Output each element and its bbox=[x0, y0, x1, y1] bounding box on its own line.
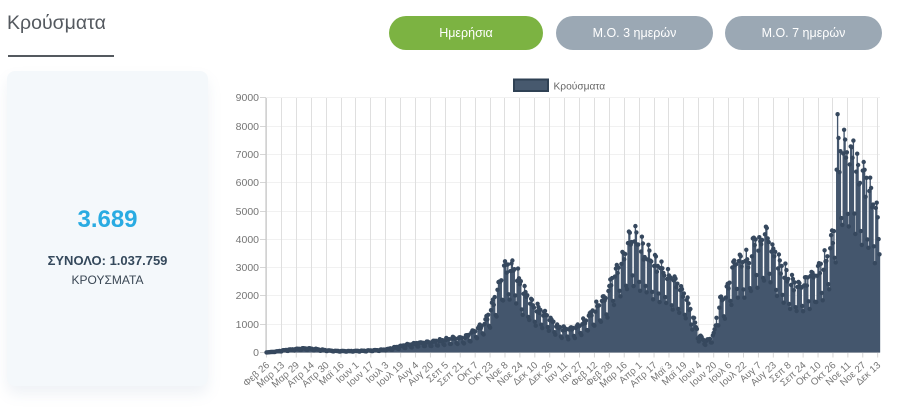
svg-text:9000: 9000 bbox=[236, 92, 260, 104]
svg-text:1000: 1000 bbox=[236, 319, 260, 331]
svg-text:0: 0 bbox=[253, 347, 259, 359]
svg-text:2000: 2000 bbox=[236, 290, 260, 302]
svg-text:4000: 4000 bbox=[236, 234, 260, 246]
svg-text:6000: 6000 bbox=[236, 177, 260, 189]
svg-text:Κρούσματα: Κρούσματα bbox=[554, 81, 606, 93]
svg-text:5000: 5000 bbox=[236, 206, 260, 218]
svg-text:3000: 3000 bbox=[236, 262, 260, 274]
svg-text:7000: 7000 bbox=[236, 149, 260, 161]
svg-text:8000: 8000 bbox=[236, 121, 260, 133]
